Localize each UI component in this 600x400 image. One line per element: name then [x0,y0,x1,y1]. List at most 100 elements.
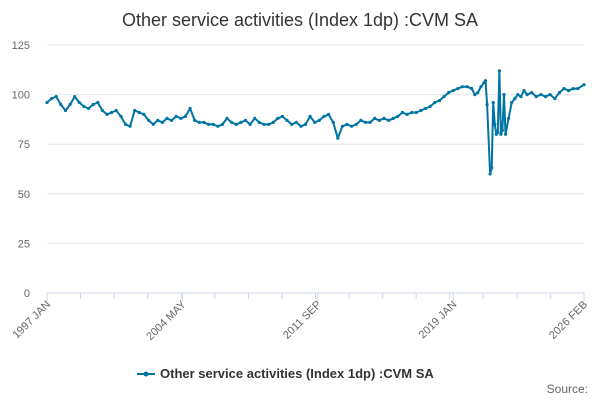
data-point[interactable] [562,87,566,91]
data-point[interactable] [225,116,229,120]
data-point[interactable] [442,95,446,99]
data-point[interactable] [382,116,386,120]
legend[interactable]: Other service activities (Index 1dp) :CV… [137,366,434,381]
data-point[interactable] [294,120,298,124]
data-point[interactable] [522,89,526,93]
data-point[interactable] [405,112,409,116]
data-point[interactable] [248,122,252,126]
data-point[interactable] [299,124,303,128]
data-point[interactable] [373,116,377,120]
data-point[interactable] [313,120,317,124]
data-point[interactable] [262,122,266,126]
data-point[interactable] [100,108,104,113]
data-point[interactable] [496,130,500,134]
data-point[interactable] [530,91,534,95]
data-point[interactable] [285,118,289,122]
data-point[interactable] [476,91,480,95]
data-point[interactable] [253,116,257,120]
data-point[interactable] [267,122,271,126]
data-point[interactable] [340,124,344,128]
data-point[interactable] [202,120,206,124]
data-point[interactable] [557,91,562,95]
data-point[interactable] [220,122,224,126]
data-point[interactable] [525,93,529,97]
data-point[interactable] [354,122,358,126]
data-point[interactable] [336,136,340,140]
data-point[interactable] [447,91,451,95]
data-point[interactable] [207,122,211,126]
data-point[interactable] [433,100,437,105]
data-point[interactable] [54,95,58,99]
data-point[interactable] [174,114,178,118]
data-point[interactable] [510,100,514,105]
data-point[interactable] [548,93,552,97]
data-point[interactable] [488,172,492,176]
data-point[interactable] [105,112,109,116]
data-point[interactable] [410,110,414,115]
data-point[interactable] [490,166,494,170]
data-point[interactable] [460,85,464,89]
data-point[interactable] [257,120,261,124]
data-point[interactable] [243,118,248,122]
data-point[interactable] [123,122,128,126]
data-point[interactable] [137,110,141,115]
data-point[interactable] [114,108,118,113]
data-point[interactable] [503,132,508,136]
data-point[interactable] [359,118,363,122]
data-point[interactable] [499,132,503,136]
data-point[interactable] [519,95,523,99]
data-point[interactable] [308,114,312,118]
data-point[interactable] [567,89,571,93]
data-point[interactable] [479,85,483,89]
data-point[interactable] [513,97,517,101]
data-point[interactable] [183,114,188,118]
data-point[interactable] [534,95,538,99]
data-point[interactable] [280,114,284,118]
data-point[interactable] [63,108,68,113]
data-point[interactable] [82,104,86,109]
data-point[interactable] [507,116,511,120]
data-point[interactable] [539,93,543,97]
data-point[interactable] [368,120,372,124]
data-point[interactable] [387,118,391,122]
data-point[interactable] [317,118,321,122]
data-point[interactable] [271,120,275,124]
data-point[interactable] [128,124,132,128]
data-point[interactable] [456,87,460,91]
data-point[interactable] [239,120,243,124]
data-point[interactable] [350,124,354,128]
data-point[interactable] [465,85,469,89]
data-point[interactable] [516,93,520,97]
data-point[interactable] [483,79,488,83]
data-point[interactable] [571,87,575,91]
data-point[interactable] [553,97,557,101]
data-point[interactable] [216,124,220,128]
data-point[interactable] [119,114,123,118]
data-point[interactable] [193,118,197,122]
data-point[interactable] [96,100,100,105]
data-point[interactable] [491,100,495,105]
data-point[interactable] [576,87,580,91]
data-point[interactable] [582,83,586,87]
data-point[interactable] [391,116,395,120]
data-point[interactable] [290,122,294,126]
data-point[interactable] [133,108,137,113]
data-point[interactable] [396,114,400,118]
data-point[interactable] [170,118,174,122]
data-point[interactable] [50,97,54,101]
data-point[interactable] [437,99,441,103]
data-point[interactable] [276,116,280,120]
data-point[interactable] [230,120,234,124]
data-point[interactable] [68,102,72,107]
data-point[interactable] [470,87,474,91]
data-point[interactable] [485,102,489,107]
data-point[interactable] [377,118,381,122]
data-point[interactable] [165,116,169,120]
data-point[interactable] [331,120,335,124]
data-point[interactable] [423,106,428,111]
data-point[interactable] [91,102,95,107]
data-point[interactable] [234,122,238,126]
data-point[interactable] [160,120,164,124]
data-point[interactable] [322,114,326,118]
data-point[interactable] [303,122,308,126]
